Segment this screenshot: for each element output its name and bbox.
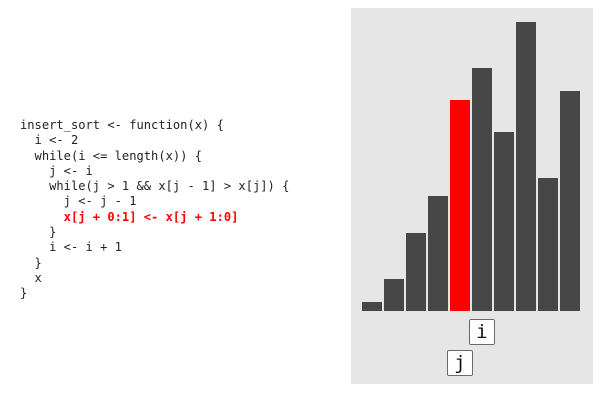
code-line-2: i <- 2	[20, 133, 79, 148]
array-bar-6	[472, 67, 492, 311]
code-line-3: while(i <= length(x)) {	[20, 148, 203, 163]
array-bar-4	[428, 196, 448, 311]
code-line-8: }	[20, 225, 57, 240]
array-bar-1	[362, 301, 382, 311]
array-bar-9	[538, 177, 558, 311]
array-bar-5	[450, 99, 470, 311]
pointer-i: i	[468, 319, 495, 345]
array-bar-8	[516, 22, 536, 311]
array-bar-2	[384, 278, 404, 311]
array-bars	[362, 8, 583, 311]
code-line-12: }	[20, 286, 28, 301]
code-line-7: x[j + 0:1] <- x[j + 1:0]	[20, 209, 239, 224]
code-line-1: insert_sort <- function(x) {	[20, 118, 224, 132]
array-bar-3	[406, 233, 426, 311]
code-line-5: while(j > 1 && x[j - 1] > x[j]) {	[20, 179, 290, 194]
code-line-10: }	[20, 255, 42, 270]
pointer-j: j	[446, 350, 473, 376]
array-bar-10	[560, 90, 580, 311]
code-line-6: j <- j - 1	[20, 194, 137, 209]
code-line-9: i <- i + 1	[20, 240, 122, 255]
code-listing: insert_sort <- function(x) { i <- 2 whil…	[20, 118, 289, 302]
array-bar-7	[494, 132, 514, 311]
code-line-11: x	[20, 270, 42, 285]
code-line-4: j <- i	[20, 163, 93, 178]
